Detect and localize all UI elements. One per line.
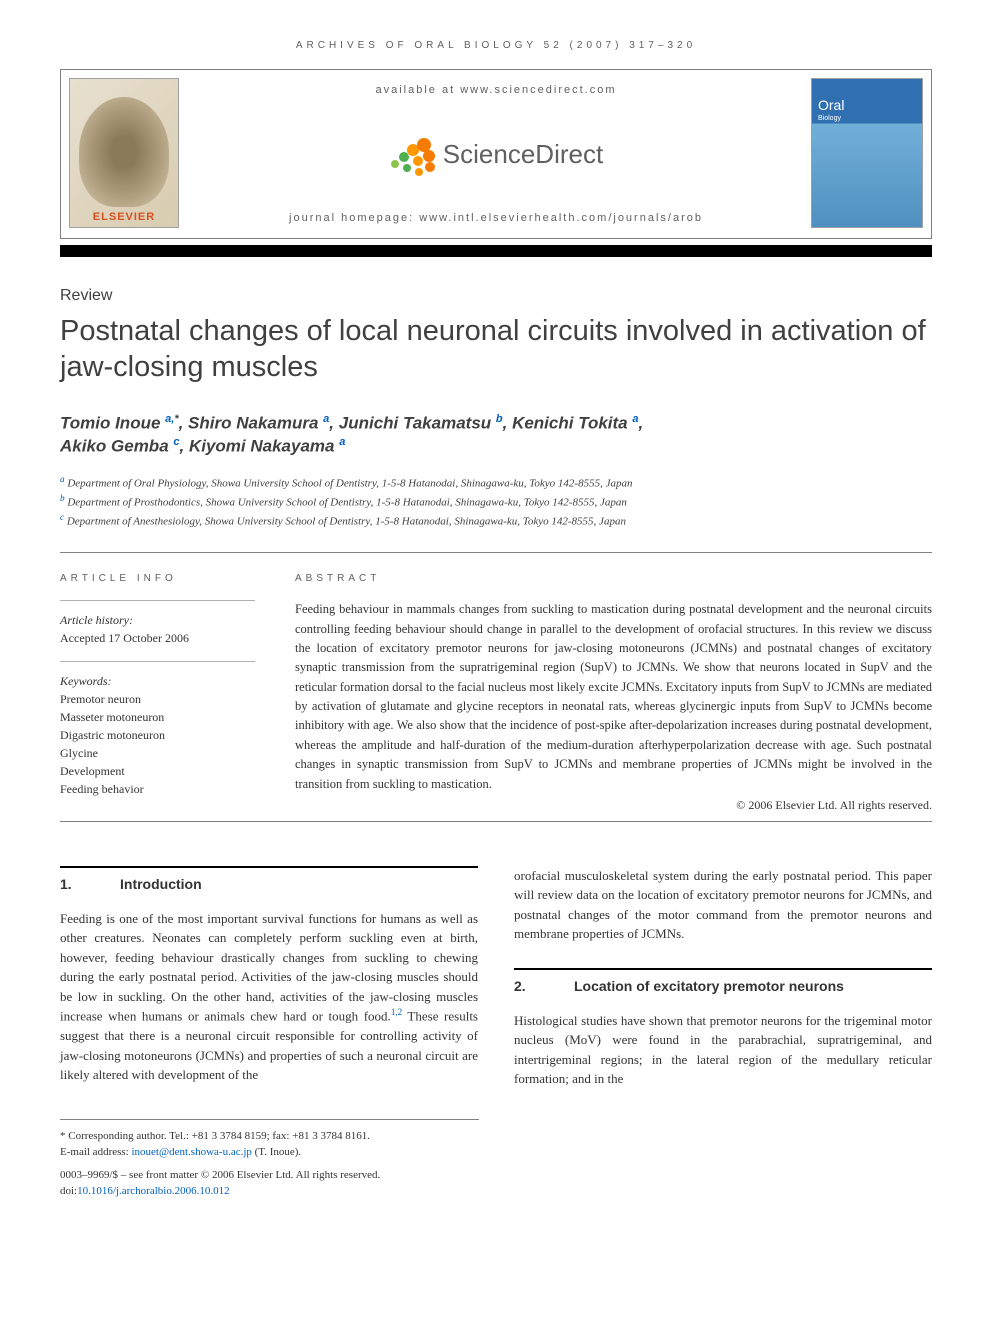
column-left: 1. Introduction Feeding is one of the mo… xyxy=(60,866,478,1089)
burst-dot xyxy=(413,156,423,166)
section-1-num: 1. xyxy=(60,874,120,895)
article-title: Postnatal changes of local neuronal circ… xyxy=(60,313,932,386)
body-columns: 1. Introduction Feeding is one of the mo… xyxy=(60,866,932,1089)
burst-dot xyxy=(403,164,411,172)
sciencedirect-text: ScienceDirect xyxy=(443,139,603,170)
front-matter: 0003–9969/$ – see front matter © 2006 El… xyxy=(60,1167,932,1184)
keyword: Development xyxy=(60,762,255,780)
keyword: Glycine xyxy=(60,744,255,762)
article-history: Article history: Accepted 17 October 200… xyxy=(60,600,255,647)
keywords: Keywords: Premotor neuronMasseter motone… xyxy=(60,661,255,798)
doi-link[interactable]: 10.1016/j.archoralbio.2006.10.012 xyxy=(77,1185,229,1197)
burst-dot xyxy=(423,150,435,162)
keyword: Masseter motoneuron xyxy=(60,708,255,726)
elsevier-logo: ELSEVIER xyxy=(69,78,179,228)
corr-author: * Corresponding author. Tel.: +81 3 3784… xyxy=(60,1128,479,1145)
history-label: Article history: xyxy=(60,611,255,629)
elsevier-tree-icon xyxy=(79,97,169,207)
affiliation: b Department of Prosthodontics, Showa Un… xyxy=(60,492,932,511)
section-2-paragraph-1: Histological studies have shown that pre… xyxy=(514,1011,932,1089)
cover-subtitle: Biology xyxy=(812,115,922,122)
header-center: available at www.sciencedirect.com Scien… xyxy=(191,70,801,238)
abstract-copyright: © 2006 Elsevier Ltd. All rights reserved… xyxy=(295,798,932,813)
journal-homepage: journal homepage: www.intl.elsevierhealt… xyxy=(289,212,703,224)
footer-bottom: 0003–9969/$ – see front matter © 2006 El… xyxy=(60,1167,932,1200)
history-accepted: Accepted 17 October 2006 xyxy=(60,629,255,647)
corr-email-line: E-mail address: inouet@dent.showa-u.ac.j… xyxy=(60,1144,479,1161)
column-right: orofacial musculoskeletal system during … xyxy=(514,866,932,1089)
section-2-title: Location of excitatory premotor neurons xyxy=(574,976,844,997)
affiliations: a Department of Oral Physiology, Showa U… xyxy=(60,473,932,530)
article-type: Review xyxy=(60,287,932,305)
elsevier-wordmark: ELSEVIER xyxy=(93,211,155,223)
intro-paragraph-1a: Feeding is one of the most important sur… xyxy=(60,909,478,1085)
article-info: ARTICLE INFO Article history: Accepted 1… xyxy=(60,573,255,813)
affiliation: c Department of Anesthesiology, Showa Un… xyxy=(60,511,932,530)
burst-dot xyxy=(391,160,399,168)
citation-1-2[interactable]: 1,2 xyxy=(391,1007,402,1017)
intro-paragraph-1b: orofacial musculoskeletal system during … xyxy=(514,866,932,944)
burst-dot xyxy=(425,162,435,172)
abstract-text: Feeding behaviour in mammals changes fro… xyxy=(295,600,932,794)
info-abstract-row: ARTICLE INFO Article history: Accepted 1… xyxy=(60,552,932,822)
sciencedirect-logo: ScienceDirect xyxy=(389,134,603,174)
keyword: Premotor neuron xyxy=(60,690,255,708)
header-divider xyxy=(60,245,932,257)
section-2-heading: 2. Location of excitatory premotor neuro… xyxy=(514,968,932,997)
abstract-heading: ABSTRACT xyxy=(295,573,932,584)
email-link[interactable]: inouet@dent.showa-u.ac.jp xyxy=(131,1146,251,1158)
keyword: Digastric motoneuron xyxy=(60,726,255,744)
available-at: available at www.sciencedirect.com xyxy=(375,84,616,96)
running-head: ARCHIVES OF ORAL BIOLOGY 52 (2007) 317–3… xyxy=(60,40,932,51)
burst-dot xyxy=(415,168,423,176)
affiliation: a Department of Oral Physiology, Showa U… xyxy=(60,473,932,492)
sciencedirect-burst-icon xyxy=(389,134,435,174)
journal-header: ELSEVIER available at www.sciencedirect.… xyxy=(60,69,932,239)
doi-line: doi:10.1016/j.archoralbio.2006.10.012 xyxy=(60,1183,932,1200)
journal-cover-thumb: Oral Biology xyxy=(811,78,923,228)
keywords-label: Keywords: xyxy=(60,672,255,690)
corresponding-author-footer: * Corresponding author. Tel.: +81 3 3784… xyxy=(60,1119,479,1161)
article-info-heading: ARTICLE INFO xyxy=(60,573,255,584)
section-1-title: Introduction xyxy=(120,874,202,895)
section-1-heading: 1. Introduction xyxy=(60,866,478,895)
section-2-num: 2. xyxy=(514,976,574,997)
keyword: Feeding behavior xyxy=(60,780,255,798)
abstract: ABSTRACT Feeding behaviour in mammals ch… xyxy=(295,573,932,813)
cover-title: Oral xyxy=(812,79,922,115)
author-list: Tomio Inoue a,*, Shiro Nakamura a, Junic… xyxy=(60,412,932,459)
